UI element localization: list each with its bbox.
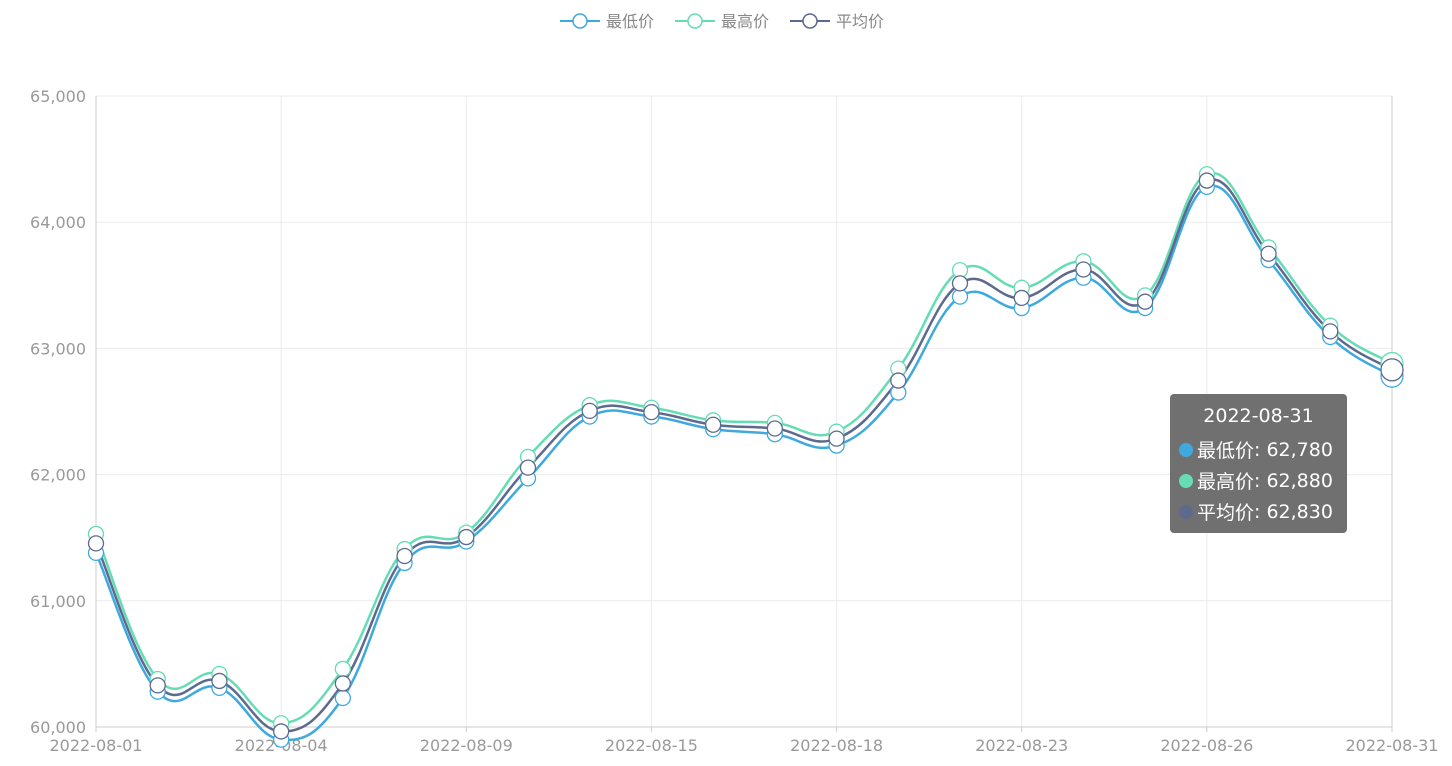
- data-point: [1075, 261, 1092, 278]
- y-tick-label: 61,000: [30, 592, 86, 611]
- y-tick-label: 60,000: [30, 718, 86, 737]
- tooltip-dot-low: [1179, 442, 1193, 457]
- tooltip: 2022-08-31 最低价62,780 最高价62,880 平均价62,830: [1170, 394, 1347, 533]
- legend-label: 最低价: [606, 12, 654, 31]
- legend-marker: [687, 13, 703, 29]
- x-tick-label: 2022-08-18: [790, 736, 883, 755]
- data-point: [828, 430, 845, 447]
- y-tick-label: 64,000: [30, 213, 86, 232]
- x-tick-label: 2022-08-01: [50, 736, 143, 755]
- data-point: [334, 675, 352, 692]
- tooltip-row-avg: 平均价62,830: [1170, 496, 1347, 527]
- data-point: [87, 535, 105, 552]
- tooltip-row-low: 最低价62,780: [1170, 434, 1347, 465]
- tooltip-dot-avg: [1179, 504, 1193, 519]
- data-point: [1322, 323, 1339, 340]
- data-point: [149, 677, 166, 694]
- data-point: [1013, 289, 1030, 307]
- tooltip-label-avg: 平均价: [1197, 502, 1255, 524]
- tooltip-label-high: 最高价: [1197, 471, 1255, 493]
- data-point: [519, 459, 537, 476]
- data-point: [1380, 358, 1404, 382]
- x-axis-labels: 2022-08-012022-08-042022-08-092022-08-15…: [50, 736, 1439, 755]
- legend[interactable]: 最低价 最高价 平均价: [560, 12, 884, 31]
- data-point: [704, 416, 722, 433]
- tooltip-value-high: 62,880: [1254, 470, 1332, 492]
- series-line-1: [94, 171, 1393, 725]
- tooltip-row-high: 最高价62,880: [1170, 465, 1347, 496]
- x-tick-label: 2022-08-23: [975, 736, 1068, 755]
- y-tick-label: 65,000: [30, 87, 86, 106]
- data-point: [334, 689, 352, 707]
- x-tick-label: 2022-08-15: [605, 736, 698, 755]
- legend-label: 平均价: [836, 12, 884, 31]
- data-point: [643, 403, 660, 421]
- grid-lines: [96, 95, 1392, 727]
- data-point: [1198, 172, 1216, 189]
- legend-marker: [572, 13, 588, 29]
- tooltip-label-low: 最低价: [1197, 440, 1255, 462]
- series-points: [87, 166, 1404, 748]
- data-point: [272, 723, 290, 740]
- data-point: [1260, 245, 1277, 262]
- series-lines: [94, 171, 1393, 742]
- data-point: [211, 672, 228, 690]
- y-tick-label: 63,000: [30, 339, 86, 358]
- tooltip-title: 2022-08-31: [1203, 405, 1314, 427]
- x-tick-label: 2022-08-31: [1346, 736, 1439, 755]
- y-axis-labels: 60,000 61,000 62,000 63,000 64,000 65,000: [30, 87, 86, 737]
- data-point: [334, 660, 352, 678]
- data-point: [766, 420, 784, 437]
- x-tick-label: 2022-08-09: [420, 736, 513, 755]
- tooltip-value-low: 62,780: [1254, 439, 1332, 461]
- data-point: [951, 275, 969, 292]
- data-point: [458, 528, 475, 546]
- y-tick-label: 62,000: [30, 466, 86, 485]
- data-point: [396, 547, 413, 565]
- legend-label: 最高价: [721, 12, 769, 31]
- legend-marker: [802, 13, 818, 29]
- data-point: [1136, 293, 1154, 310]
- data-point: [581, 402, 598, 420]
- data-point: [890, 372, 907, 389]
- series-line-0: [94, 184, 1393, 742]
- series-line-2: [94, 178, 1393, 733]
- tooltip-value-avg: 62,830: [1254, 501, 1332, 523]
- tooltip-dot-high: [1179, 473, 1193, 488]
- x-tick-label: 2022-08-26: [1160, 736, 1253, 755]
